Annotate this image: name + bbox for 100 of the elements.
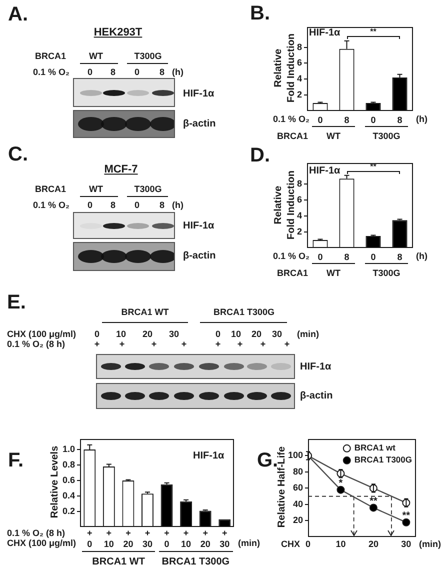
y-tick-label: 8 xyxy=(296,178,302,189)
text: C. xyxy=(8,144,28,166)
text: + xyxy=(87,528,92,538)
text: HEK293T xyxy=(94,26,142,40)
point xyxy=(336,486,345,494)
text: β-actin xyxy=(300,390,333,402)
text: WT xyxy=(89,50,103,62)
text: WT xyxy=(326,268,340,278)
text: + xyxy=(126,528,131,538)
x-tick-label: 20 xyxy=(123,538,134,549)
y-tick-label: 0.8 xyxy=(62,459,75,470)
text: WT xyxy=(326,130,340,142)
y-tick-label: 60 xyxy=(292,482,303,493)
y-tick-label: 0.4 xyxy=(62,490,75,500)
text: 0 xyxy=(134,200,140,210)
text: BRCA1 WT xyxy=(121,306,169,318)
x-tick-label: 0 xyxy=(370,114,376,125)
text: (h) xyxy=(172,66,184,78)
annotation: HIF-1α xyxy=(193,450,224,462)
x-axis-title: 0.1 % O₂ xyxy=(273,114,310,124)
y-tick-label: 0.6 xyxy=(62,474,75,485)
x-axis-title: 0.1 % O₂ xyxy=(273,250,310,262)
text: BRCA1 xyxy=(35,50,66,62)
annotation: ** xyxy=(370,496,378,507)
y-axis-title: Relative Fold Induction xyxy=(272,170,297,240)
x-tick-label: 30 xyxy=(401,538,412,549)
y-axis-title: Relative Fold Induction xyxy=(272,34,297,102)
x-tick-label: 10 xyxy=(336,538,346,549)
text: β-actin xyxy=(183,118,216,130)
text: + xyxy=(106,528,112,538)
x-tick-label: 20 xyxy=(368,538,378,549)
text: + xyxy=(94,338,100,350)
x-tick-label: 8 xyxy=(397,252,402,262)
point xyxy=(369,504,378,512)
y-tick-label: 40 xyxy=(292,498,303,509)
y-tick-label: 20 xyxy=(292,515,303,526)
text: 8 xyxy=(159,66,165,78)
text: 0 10 20 30 xyxy=(216,328,282,340)
text: + xyxy=(215,338,221,350)
x-tick-label: 0 xyxy=(318,252,323,262)
text: 8 xyxy=(110,200,116,210)
text: A. xyxy=(8,4,28,26)
text: HIF-1α xyxy=(183,88,214,100)
text: HIF-1α xyxy=(300,361,332,373)
y-axis-title: Relative Levels xyxy=(49,446,61,518)
annotation: ** xyxy=(370,27,376,36)
text: 8 xyxy=(110,66,116,78)
x-tick-label: 30 xyxy=(220,538,230,549)
x-tick-label: 8 xyxy=(344,252,350,262)
y-tick-label: 1.0 xyxy=(62,444,75,454)
text: 0 xyxy=(87,66,93,78)
text: 0.1 % O₂ xyxy=(33,66,70,78)
text: β-actin xyxy=(183,250,216,262)
text: 0 xyxy=(134,66,140,78)
y-tick-label: 6 xyxy=(296,58,302,68)
text: BRCA1 WT xyxy=(92,556,145,568)
x-axis-title: CHX (100 μg/ml) xyxy=(7,538,76,548)
text: BRCA1 T300G xyxy=(213,306,275,318)
y-tick-label: 100 xyxy=(288,450,303,460)
text: F. xyxy=(8,450,24,472)
chart-title: B. xyxy=(250,2,270,26)
text: + xyxy=(119,338,125,350)
x-tick-label: 30 xyxy=(142,538,152,549)
text: WT xyxy=(89,184,103,194)
text: T300G xyxy=(372,130,400,142)
x-axis-title: CHX xyxy=(281,538,300,550)
text: + xyxy=(144,528,150,538)
x-tick-label: 20 xyxy=(200,538,210,549)
x-tick-label: 0 xyxy=(305,538,311,549)
text: + xyxy=(237,338,243,350)
text: + xyxy=(151,338,157,350)
x-tick-label: 0 xyxy=(370,252,376,262)
y-tick-label: 6 xyxy=(296,194,302,205)
text: (min) xyxy=(297,328,319,340)
x-tick-label: 10 xyxy=(104,538,114,549)
y-tick-label: 2 xyxy=(296,226,302,237)
text: BRCA1 xyxy=(277,268,308,278)
legend-label: BRCA1 T300G xyxy=(354,454,412,465)
annotation: * xyxy=(338,478,343,490)
y-axis-title: Relative Half-Life xyxy=(276,446,288,528)
text: T300G xyxy=(134,50,162,62)
text: + xyxy=(222,528,228,538)
y-tick-label: 8 xyxy=(296,42,302,52)
annotation: HIF-1α xyxy=(309,27,340,39)
text: BRCA1 xyxy=(35,184,66,194)
text: 0.1 % O₂ xyxy=(33,200,70,210)
y-tick-label: 0.2 xyxy=(62,506,75,516)
text: 8 xyxy=(159,200,165,210)
text: 0 10 20 30 xyxy=(94,328,180,340)
text: CHX (100 μg/ml) xyxy=(7,328,76,340)
chart-title: D. xyxy=(250,144,270,168)
x-tick-label: 8 xyxy=(397,114,402,125)
text: HIF-1α xyxy=(183,220,214,232)
text: (min) xyxy=(238,538,260,548)
annotation: HIF-1α xyxy=(309,165,340,177)
text: (h) xyxy=(416,250,428,262)
text: + xyxy=(202,528,208,538)
text: (h) xyxy=(172,200,184,210)
text: + xyxy=(164,528,170,538)
text: BRCA1 xyxy=(277,130,308,142)
